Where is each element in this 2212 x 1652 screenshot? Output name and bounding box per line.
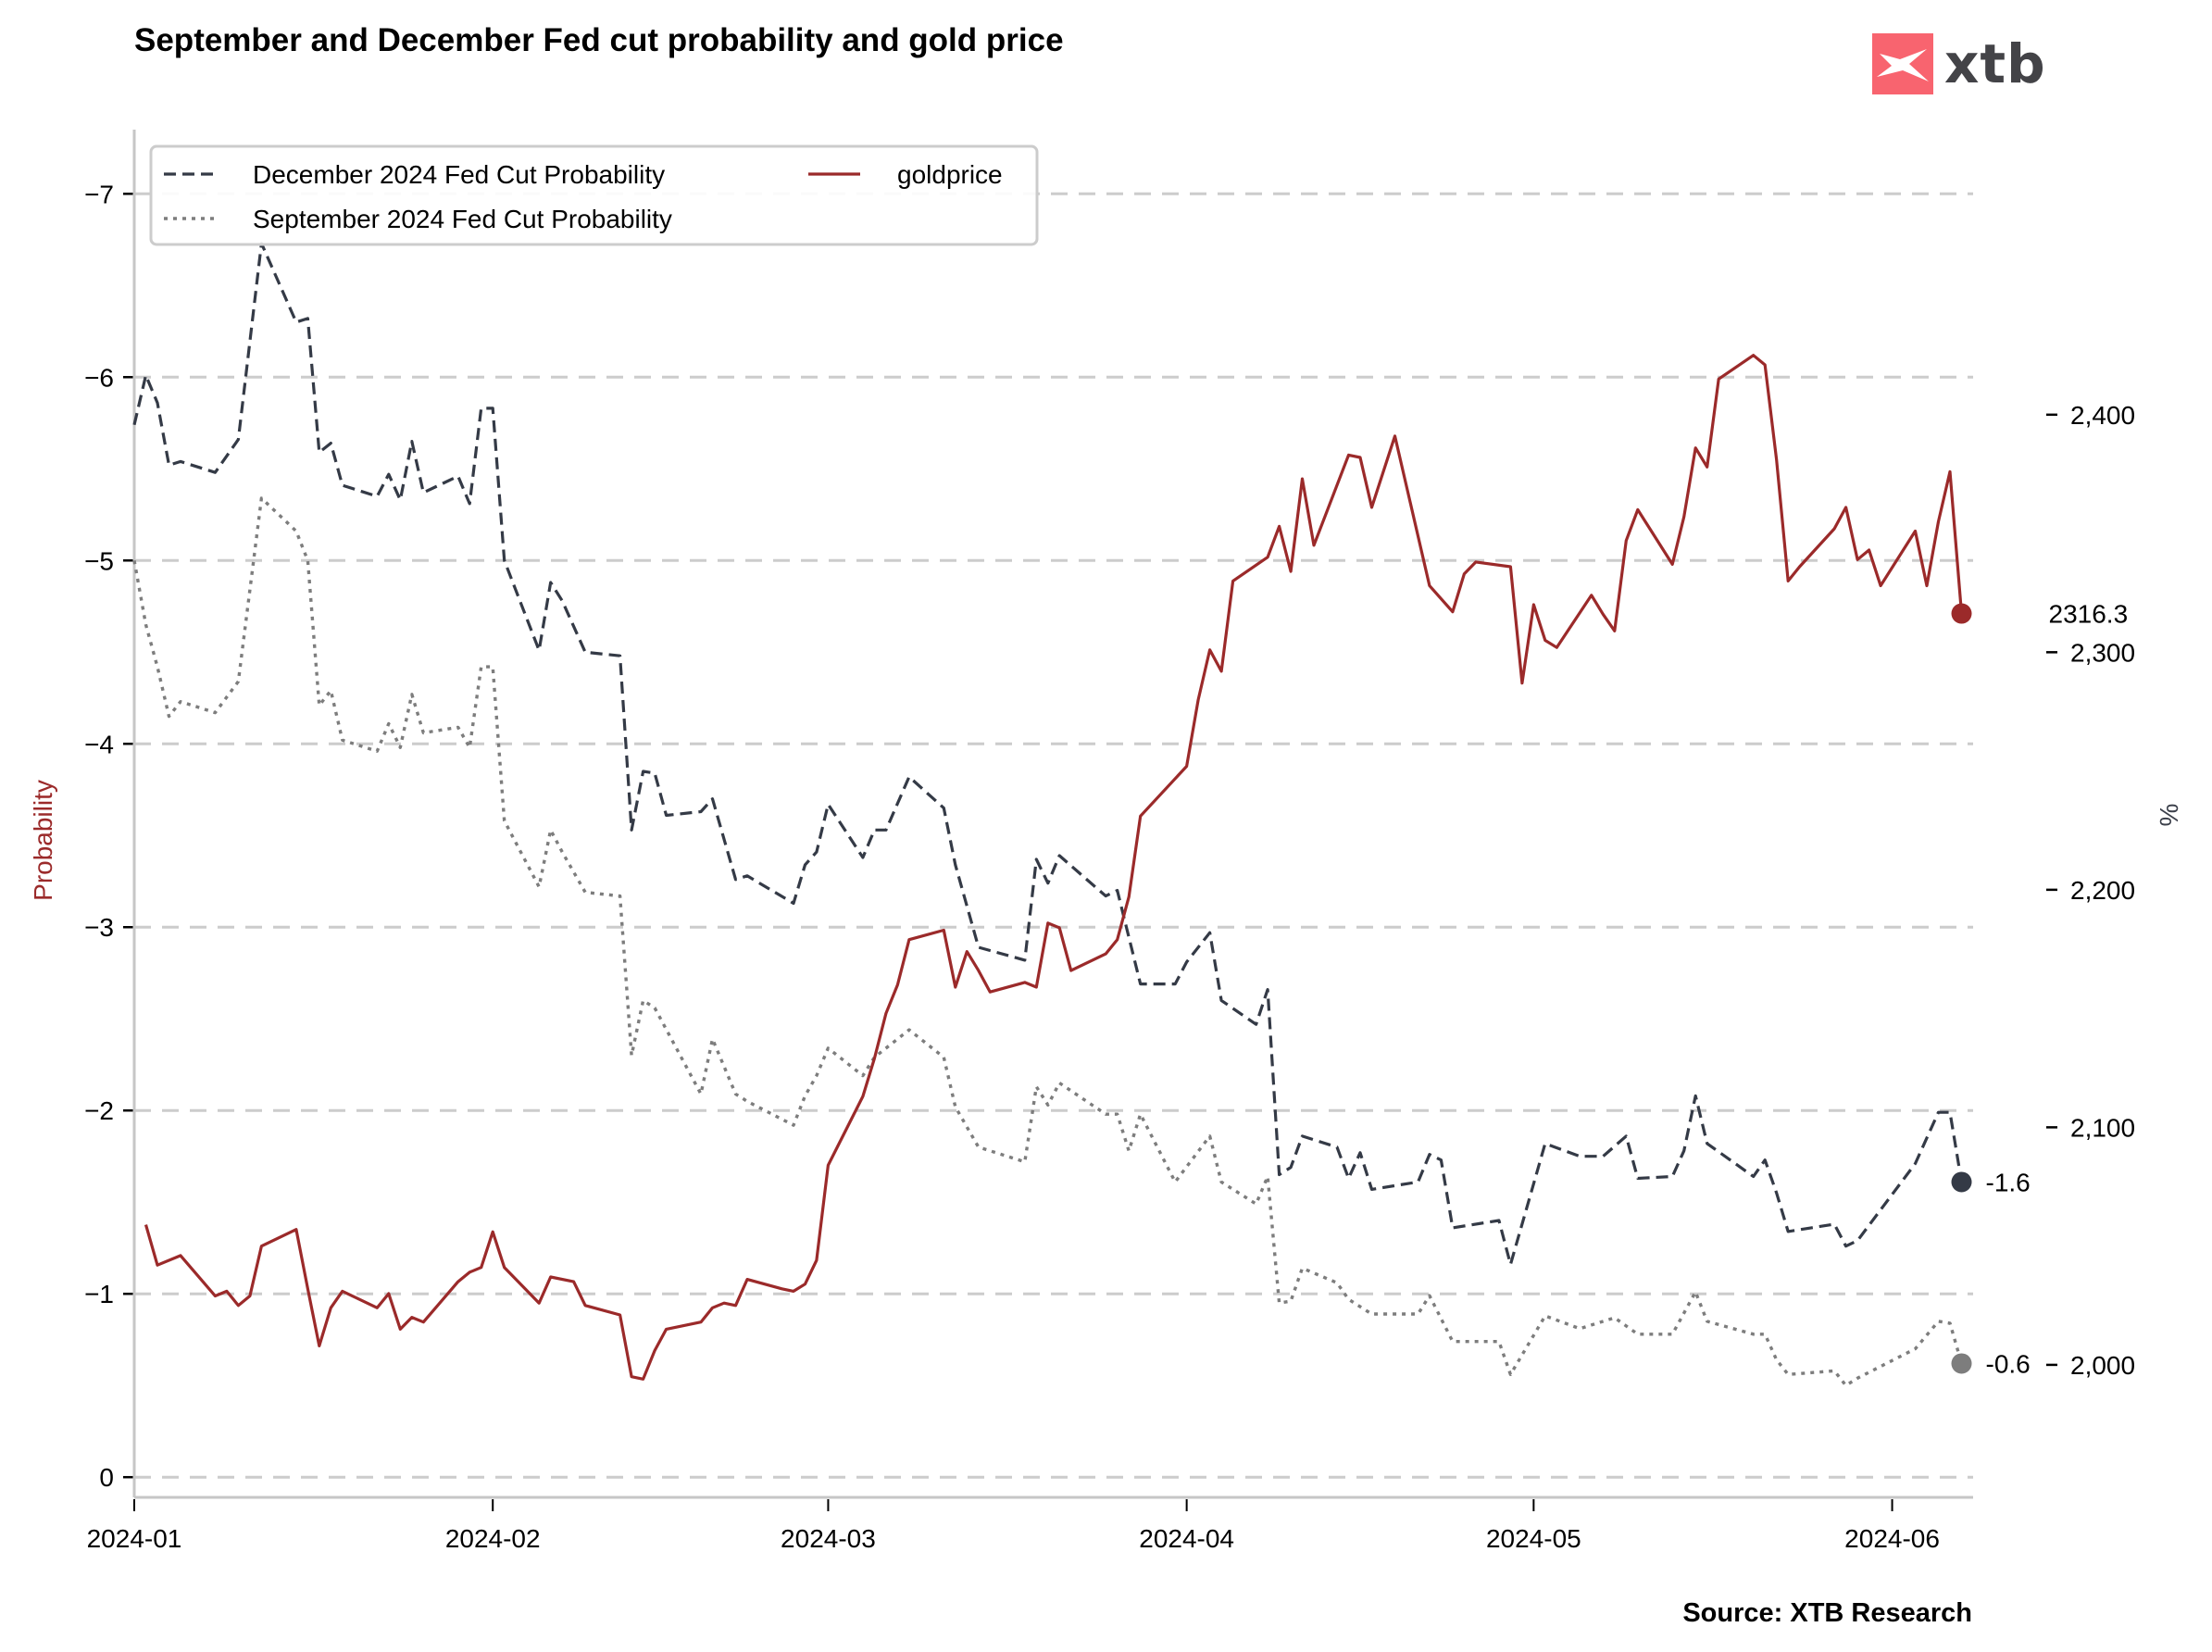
legend-label-gold: goldprice	[897, 160, 1003, 189]
left-tick-label: −1	[84, 1280, 114, 1308]
right-tick-label: 2,300	[2070, 638, 2135, 667]
left-tick-label: −4	[84, 730, 114, 758]
x-tick-label: 2024-01	[87, 1524, 182, 1553]
series-lines	[132, 242, 1964, 1387]
endpoint-label-dec: -1.6	[1986, 1168, 2031, 1196]
endpoint-marker-sep	[1951, 1353, 1972, 1374]
endpoint-label-gold: 2316.3	[2049, 600, 2129, 629]
xtb-logo-mark-icon	[1872, 33, 1933, 94]
series-line-gold	[144, 354, 1964, 1381]
endpoint-marker-gold	[1951, 603, 1972, 624]
left-tick-label: −5	[84, 546, 114, 575]
right-axis-title: %	[2155, 804, 2183, 827]
legend: December 2024 Fed Cut Probability goldpri…	[149, 144, 1039, 246]
axes: 0 −1 −2 −3 −4 −5 −6 −7 2024-01 2024-02 2024-03 2024…	[29, 130, 2183, 1553]
left-axis-title: Probability	[29, 780, 57, 901]
source-note: Source: XTB Research	[1682, 1598, 1972, 1628]
gridlines	[134, 192, 1973, 1479]
left-tick-label: −2	[84, 1096, 114, 1125]
x-tick-label: 2024-04	[1139, 1524, 1234, 1553]
left-tick-label: −6	[84, 363, 114, 392]
endpoint-label-sep: -0.6	[1986, 1349, 2031, 1378]
legend-label-dec: December 2024 Fed Cut Probability	[253, 160, 665, 189]
right-tick-label: 2,100	[2070, 1113, 2135, 1142]
xtb-logo: xtb	[1872, 33, 2046, 94]
series-line-dec	[132, 242, 1964, 1267]
right-tick-label: 2,000	[2070, 1351, 2135, 1380]
right-tick-label: 2,200	[2070, 876, 2135, 905]
left-tick-label: −3	[84, 913, 114, 942]
legend-box	[149, 144, 1039, 246]
xtb-logo-text: xtb	[1944, 32, 2046, 95]
x-tick-label: 2024-02	[445, 1524, 541, 1553]
left-tick-label: −7	[84, 180, 114, 208]
x-tick-label: 2024-03	[781, 1524, 876, 1553]
x-tick-label: 2024-06	[1844, 1524, 1940, 1553]
right-tick-label: 2,400	[2070, 401, 2135, 430]
legend-label-sep: September 2024 Fed Cut Probability	[253, 205, 672, 233]
chart-title: September and December Fed cut probabili…	[134, 22, 1064, 58]
series-line-sep	[132, 496, 1964, 1387]
left-tick-label: 0	[99, 1463, 114, 1492]
series-endpoints: -1.6 -0.6 2316.3	[1951, 600, 2129, 1378]
endpoint-marker-dec	[1951, 1171, 1972, 1193]
x-tick-label: 2024-05	[1486, 1524, 1581, 1553]
